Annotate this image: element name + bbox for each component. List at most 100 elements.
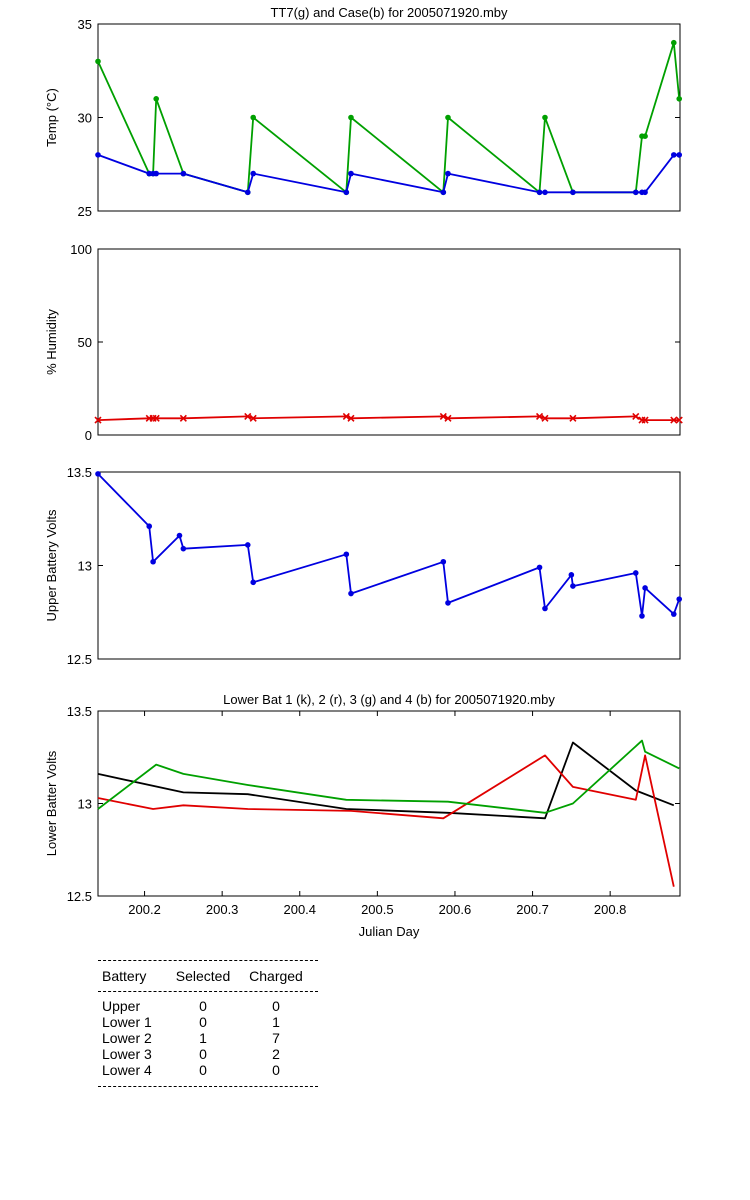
panel-3-series-1-point — [670, 611, 677, 617]
panel-2-series-1-point — [179, 414, 187, 422]
panel-2-series-1-point — [541, 414, 549, 422]
panel-2-series-1-point — [535, 412, 544, 420]
battery-table: Battery Selected Charged Upper 0 0 Lower… — [98, 960, 318, 1087]
panel-3-ytick-label: 13.5 — [67, 465, 92, 480]
panel-4-xtick-label: 200.8 — [594, 902, 627, 917]
panel-3-series-1-point — [632, 570, 639, 576]
battery-cell: Lower 1 — [102, 1014, 152, 1030]
panel-2-frame — [97, 248, 681, 436]
panel-2-series-1-point — [244, 412, 252, 420]
panel-3-series-1-point — [146, 523, 153, 530]
table-row: Lower 2 1 7 — [98, 1030, 318, 1046]
panel-1-series-2-point — [632, 189, 639, 196]
panel-3-frame — [97, 471, 681, 660]
panel-3-series-1-point — [343, 551, 350, 558]
panel-1-series-2-point — [570, 189, 576, 196]
panel-3-series-1-point — [445, 600, 451, 606]
panel-1-series-1-point — [250, 114, 256, 121]
panel-4-ytick-label: 13.5 — [67, 704, 92, 719]
panel-2-series-1-point — [439, 412, 447, 420]
charged-cell: 2 — [272, 1046, 280, 1062]
panel-3-series-1-point — [180, 545, 187, 552]
table-row: Lower 4 0 0 — [98, 1062, 318, 1078]
panel-1-series-2-point — [440, 189, 447, 196]
charged-cell: 0 — [272, 1062, 280, 1078]
panel-4-series-2-line — [97, 754, 675, 887]
panel-2-series-1-point — [675, 416, 683, 424]
table-row: Lower 3 0 2 — [98, 1046, 318, 1062]
selected-cell: 0 — [199, 1062, 207, 1078]
panel-4-xlabel: Julian Day — [359, 924, 420, 939]
panel-1-series-2-point — [153, 170, 159, 177]
battery-cell: Lower 2 — [102, 1030, 152, 1046]
panel-3-series-1-line — [97, 473, 681, 617]
panel-3-ytick-label: 13 — [78, 559, 92, 574]
panel-3-series-1-point — [348, 590, 354, 597]
panel-3-series-1-point — [250, 579, 256, 586]
panel-4-ytick-label: 12.5 — [67, 889, 92, 904]
panel-1-series-2-point — [542, 189, 548, 196]
panel-1-series-2-point — [146, 170, 153, 177]
panel-1-ytick-label: 35 — [78, 17, 92, 32]
panel-4-ytick-label: 13 — [78, 797, 92, 812]
figure: 25 30 35 TT7(g) and Case(b) for 2005071920.… — [44, 5, 683, 939]
table-top-rule — [98, 960, 318, 961]
selected-cell: 0 — [199, 998, 207, 1014]
panel-4-ylabel: Lower Batter Volts — [44, 750, 59, 856]
panel-2-ylabel: % Humidity — [44, 309, 59, 375]
panel-2-series-1-point — [94, 416, 102, 424]
panel-2-series-1-point — [641, 416, 649, 424]
panel-1-series-1-point — [542, 114, 548, 121]
panel-2-ytick-label: 100 — [70, 242, 92, 257]
panel-2-series-1-point — [632, 412, 640, 420]
panel-1-series-1-point — [445, 114, 451, 121]
panel-1-series-1-point — [348, 114, 354, 121]
panel-1-series-2-point — [536, 189, 543, 196]
selected-cell: 1 — [199, 1030, 207, 1046]
panel-1-series-2-point — [445, 170, 451, 177]
panel-3-series-1-point — [244, 542, 251, 548]
battery-cell: Upper — [102, 998, 141, 1014]
table-body: Upper 0 0 Lower 1 0 1 Lower 2 1 7 Lower … — [98, 992, 318, 1086]
panel-3-series-1-point — [639, 613, 645, 619]
table-row: Lower 1 0 1 — [98, 1014, 318, 1030]
charged-cell: 1 — [272, 1014, 280, 1030]
panel-3-series-1-point — [570, 583, 576, 589]
header-selected: Selected — [175, 968, 231, 984]
panel-4-xtick-label: 200.5 — [361, 902, 394, 917]
battery-cell: Lower 3 — [102, 1046, 152, 1062]
panel-3-series-1-point — [536, 564, 543, 571]
table-header-row: Battery Selected Charged — [98, 961, 318, 991]
panel-4-title: Lower Bat 1 (k), 2 (r), 3 (g) and 4 (b) … — [223, 692, 555, 707]
panel-1-series-1-point — [95, 58, 101, 65]
panel-2-ytick-label: 0 — [85, 428, 92, 443]
panel-1-series-1-point — [153, 96, 159, 102]
panel-1-series-2-point — [642, 189, 648, 196]
panel-3-series-1-point — [95, 471, 101, 477]
selected-cell: 0 — [199, 1014, 207, 1030]
panel-2-series-1-point — [152, 414, 160, 422]
panel-1-series-2-point — [250, 170, 256, 177]
panel-1-series-1-line — [97, 41, 681, 194]
panel-1-series-1-point — [670, 39, 677, 46]
panel-3-series-1-point — [440, 558, 447, 565]
panel-2-series-1-point — [670, 416, 678, 424]
panel-4-xtick-label: 200.7 — [516, 902, 549, 917]
charged-cell: 7 — [272, 1030, 280, 1046]
panel-4-xtick-label: 200.2 — [128, 902, 161, 917]
panel-4-series-3-line — [97, 739, 680, 814]
selected-cell: 0 — [199, 1046, 207, 1062]
panel-3-series-1-point — [176, 532, 183, 539]
panel-1-ytick-label: 25 — [78, 204, 92, 219]
panel-1-frame — [97, 23, 681, 212]
panel-4-series-1-line — [97, 741, 675, 820]
panel-3-ytick-label: 12.5 — [67, 652, 92, 667]
panel-2-series-1-point — [249, 414, 257, 422]
panel-1-series-1-point — [642, 133, 648, 139]
panel-2-ytick-label: 50 — [78, 335, 92, 350]
panel-1-title: TT7(g) and Case(b) for 2005071920.mby — [270, 5, 508, 20]
panel-1-series-2-point — [343, 189, 350, 196]
panel-3-series-1-point — [642, 585, 648, 591]
panel-1-series-2-point — [670, 152, 677, 158]
table-header-rule — [98, 991, 318, 992]
